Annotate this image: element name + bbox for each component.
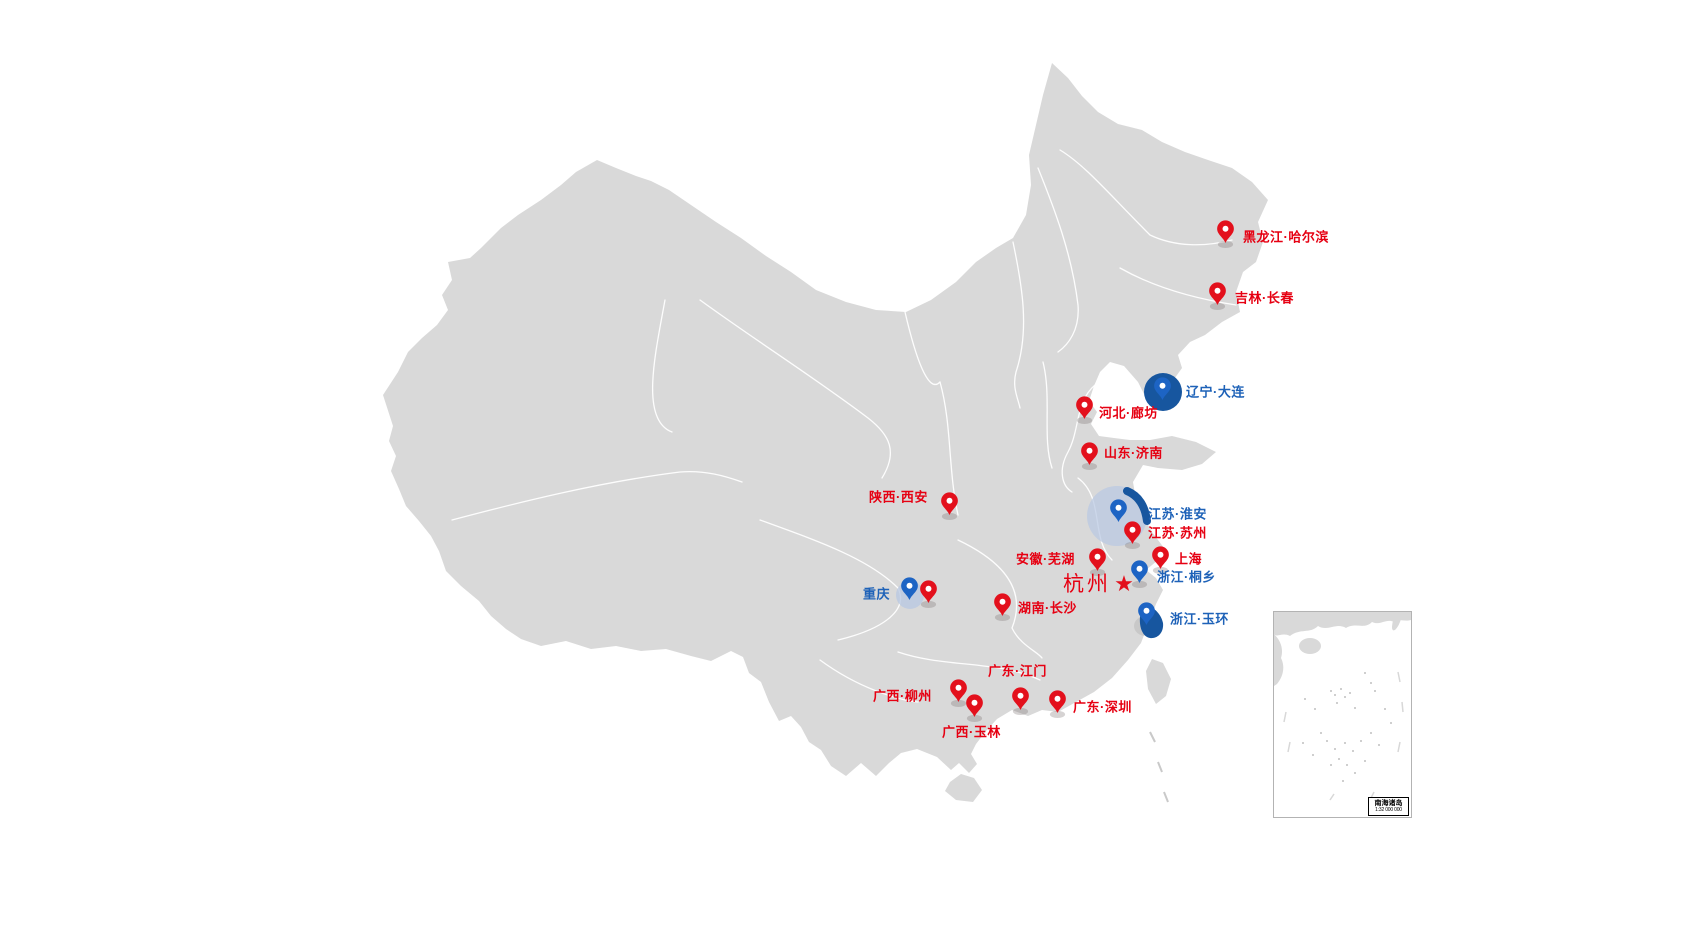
taiwan-island-shape bbox=[1146, 659, 1171, 704]
map-pin-icon bbox=[1153, 377, 1171, 400]
label-suzhou: 江苏·苏州 bbox=[1148, 525, 1207, 541]
map-pin-icon bbox=[1130, 560, 1148, 589]
marker-pin-dalian[interactable] bbox=[1153, 376, 1172, 405]
marker-pin-jinan[interactable] bbox=[1080, 441, 1099, 471]
inset-scale: 1:32 000 000 bbox=[1375, 806, 1402, 813]
label-wuhu: 安徽·芜湖 bbox=[1016, 551, 1075, 567]
inset-taiwan bbox=[1392, 612, 1402, 631]
map-pin-icon bbox=[919, 580, 937, 609]
province-borders bbox=[451, 149, 1237, 703]
marker-pin-changsha[interactable] bbox=[993, 592, 1012, 622]
label-liuzhou: 广西·柳州 bbox=[873, 688, 932, 704]
map-pin-icon bbox=[1048, 690, 1066, 719]
map-pin-icon bbox=[1080, 442, 1098, 471]
map-pin-icon bbox=[1109, 499, 1127, 522]
hainan-island-shape bbox=[945, 774, 982, 802]
label-shanghai: 上海 bbox=[1175, 551, 1203, 567]
label-tongxiang: 浙江·桐乡 bbox=[1157, 569, 1216, 585]
jiangsu-coast-highlight bbox=[1123, 487, 1151, 525]
marker-pin-jiangmen[interactable] bbox=[1011, 686, 1030, 716]
map-pin-icon bbox=[1011, 687, 1029, 716]
marker-pin-chongqing-blue[interactable] bbox=[900, 576, 919, 605]
marker-pin-yuhuan[interactable] bbox=[1137, 601, 1156, 630]
label-jiangmen: 广东·江门 bbox=[988, 663, 1047, 679]
marker-pin-xian[interactable] bbox=[940, 491, 959, 521]
inset-map bbox=[1274, 612, 1411, 801]
map-pin-icon bbox=[1208, 282, 1226, 311]
marker-pin-langfang[interactable] bbox=[1075, 395, 1094, 425]
map-pin-icon bbox=[949, 679, 967, 708]
label-harbin: 黑龙江·哈尔滨 bbox=[1243, 229, 1329, 245]
label-yuhuan: 浙江·玉环 bbox=[1170, 611, 1229, 627]
inset-hainan bbox=[1299, 638, 1321, 654]
map-pin-icon bbox=[1151, 546, 1169, 575]
label-huaian: 江苏·淮安 bbox=[1148, 506, 1207, 522]
label-jinan: 山东·济南 bbox=[1104, 445, 1163, 461]
inset-islands bbox=[1302, 672, 1392, 782]
hq-star-icon[interactable]: ★ bbox=[1114, 570, 1134, 596]
map-pin-icon bbox=[1123, 521, 1141, 550]
inset-dash-boundary bbox=[1283, 671, 1404, 801]
marker-pin-huaian[interactable] bbox=[1109, 498, 1128, 527]
inset-coastline bbox=[1274, 612, 1411, 636]
south-china-sea-inset: 南海诸岛 1:32 000 000 bbox=[1273, 611, 1412, 818]
map-pin-icon bbox=[900, 577, 918, 600]
map-pin-icon bbox=[993, 593, 1011, 622]
hq-label-hangzhou: 杭州 bbox=[1063, 573, 1111, 597]
label-chongqing: 重庆 bbox=[863, 586, 891, 602]
marker-pin-shenzhen[interactable] bbox=[1048, 689, 1067, 719]
label-changchun: 吉林·长春 bbox=[1235, 290, 1294, 306]
inset-west-coast bbox=[1274, 634, 1284, 686]
label-shenzhen: 广东·深圳 bbox=[1073, 699, 1132, 715]
map-pin-icon bbox=[1137, 602, 1155, 625]
map-pin-icon bbox=[1216, 220, 1234, 249]
map-pin-icon bbox=[940, 492, 958, 521]
inset-label-box: 南海诸岛 1:32 000 000 bbox=[1368, 797, 1409, 816]
marker-pin-chongqing-red[interactable] bbox=[919, 579, 938, 609]
marker-pin-yulin[interactable] bbox=[965, 693, 984, 723]
sea-boundary-dashes bbox=[1149, 731, 1169, 803]
map-pin-icon bbox=[1075, 396, 1093, 425]
label-xian: 陕西·西安 bbox=[869, 489, 928, 505]
marker-pin-harbin[interactable] bbox=[1216, 219, 1235, 249]
marker-pin-suzhou[interactable] bbox=[1123, 520, 1142, 550]
marker-pin-liuzhou[interactable] bbox=[949, 678, 968, 708]
label-dalian: 辽宁·大连 bbox=[1186, 384, 1245, 400]
marker-pin-tongxiang[interactable] bbox=[1130, 559, 1149, 589]
mainland-china-shape bbox=[383, 63, 1268, 776]
marker-pin-changchun[interactable] bbox=[1208, 281, 1227, 311]
label-changsha: 湖南·长沙 bbox=[1018, 600, 1077, 616]
map-pin-icon bbox=[965, 694, 983, 723]
marker-pin-shanghai[interactable] bbox=[1151, 545, 1170, 575]
label-langfang: 河北·廊坊 bbox=[1099, 405, 1158, 421]
label-yulin: 广西·玉林 bbox=[942, 724, 1001, 740]
marker-pin-wuhu[interactable] bbox=[1088, 547, 1107, 577]
inset-title: 南海诸岛 bbox=[1374, 799, 1403, 807]
map-pin-icon bbox=[1088, 548, 1106, 577]
